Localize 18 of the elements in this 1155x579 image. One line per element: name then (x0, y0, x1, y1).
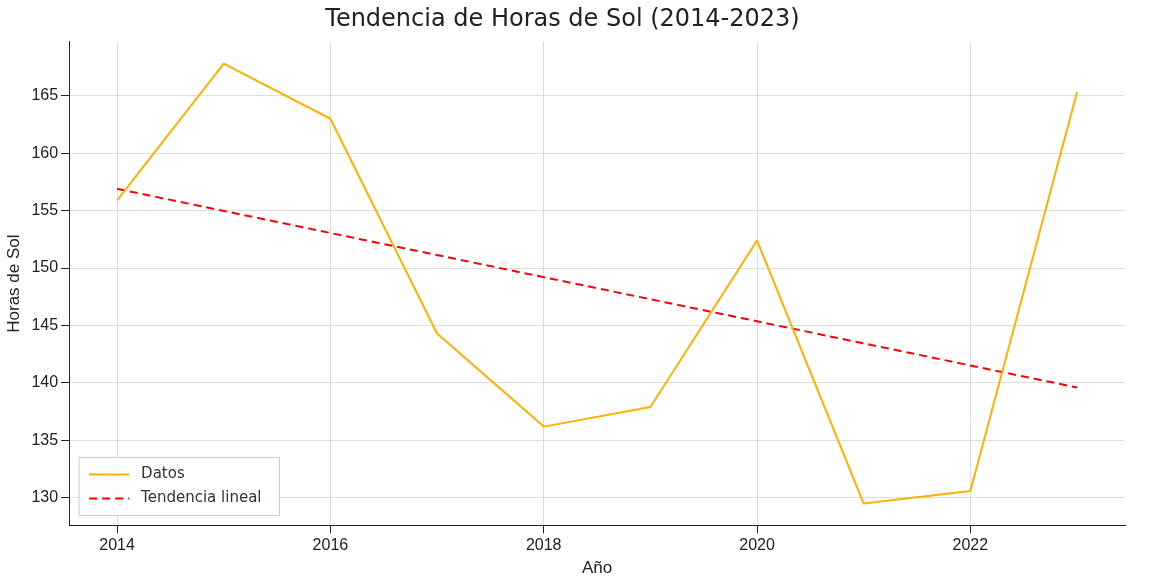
y-tick-label: 165 (31, 86, 59, 104)
y-tick-label: 155 (31, 201, 59, 219)
x-tick-label: 2022 (952, 536, 989, 554)
y-tick-label: 130 (31, 488, 59, 506)
x-tick-label: 2018 (525, 536, 562, 554)
chart-title: Tendencia de Horas de Sol (2014-2023) (324, 3, 800, 32)
x-tick-label: 2020 (739, 536, 775, 554)
y-tick-label: 145 (31, 315, 59, 333)
x-axis-title: Año (581, 558, 613, 578)
y-tick-label: 135 (31, 430, 59, 448)
y-tick-label: 140 (31, 373, 59, 391)
x-tick-label: 2014 (99, 536, 135, 554)
y-tick-label: 160 (31, 143, 59, 161)
y-axis-title: Horas de Sol (3, 234, 23, 333)
x-tick-label: 2016 (312, 536, 349, 554)
legend-label: Datos (141, 464, 185, 483)
y-tick-label: 150 (31, 258, 59, 276)
legend-label: Tendencia lineal (140, 488, 262, 507)
